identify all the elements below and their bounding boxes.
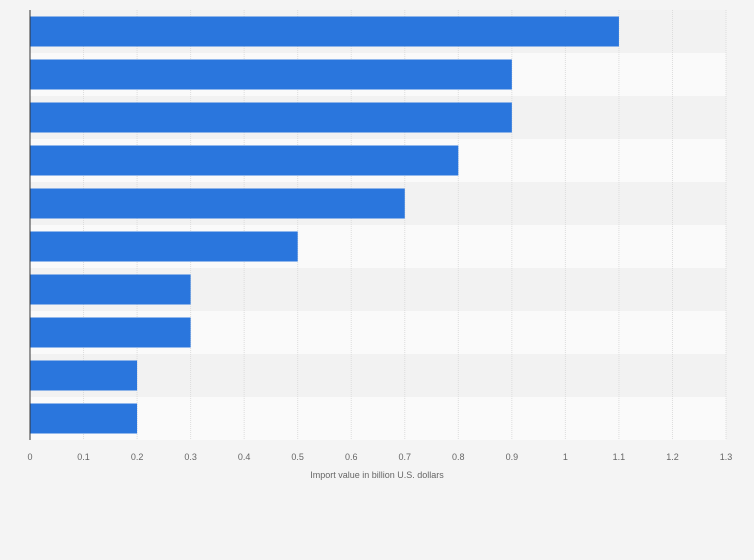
x-tick-label: 1.3	[720, 452, 733, 462]
x-tick-label: 1.1	[613, 452, 626, 462]
row-band	[30, 397, 726, 440]
x-tick-label: 0.5	[291, 452, 304, 462]
x-tick-label: 0.9	[506, 452, 519, 462]
bar	[30, 317, 191, 348]
x-tick-label: 0.3	[184, 452, 197, 462]
bar	[30, 145, 459, 176]
x-tick-label: 0.8	[452, 452, 465, 462]
x-tick-labels: 0 0.1 0.2 0.3 0.4 0.5 0.6 0.7 0.8 0.9 1 1.1 1.2 1.3	[27, 452, 732, 462]
bars	[30, 16, 619, 434]
row-band	[30, 354, 726, 397]
x-tick-label: 0	[27, 452, 32, 462]
bar	[30, 16, 619, 47]
x-tick-label: 0.6	[345, 452, 358, 462]
bar	[30, 360, 138, 391]
bar	[30, 188, 405, 219]
bar	[30, 231, 298, 262]
bar	[30, 403, 138, 434]
x-tick-label: 1.2	[666, 452, 679, 462]
x-axis-title: Import value in billion U.S. dollars	[310, 470, 444, 480]
x-tick-label: 0.2	[131, 452, 144, 462]
x-tick-label: 0.4	[238, 452, 251, 462]
bar	[30, 274, 191, 305]
x-tick-label: 0.7	[399, 452, 412, 462]
x-tick-label: 1	[563, 452, 568, 462]
x-tick-label: 0.1	[77, 452, 90, 462]
bar	[30, 59, 512, 90]
bar	[30, 102, 512, 133]
